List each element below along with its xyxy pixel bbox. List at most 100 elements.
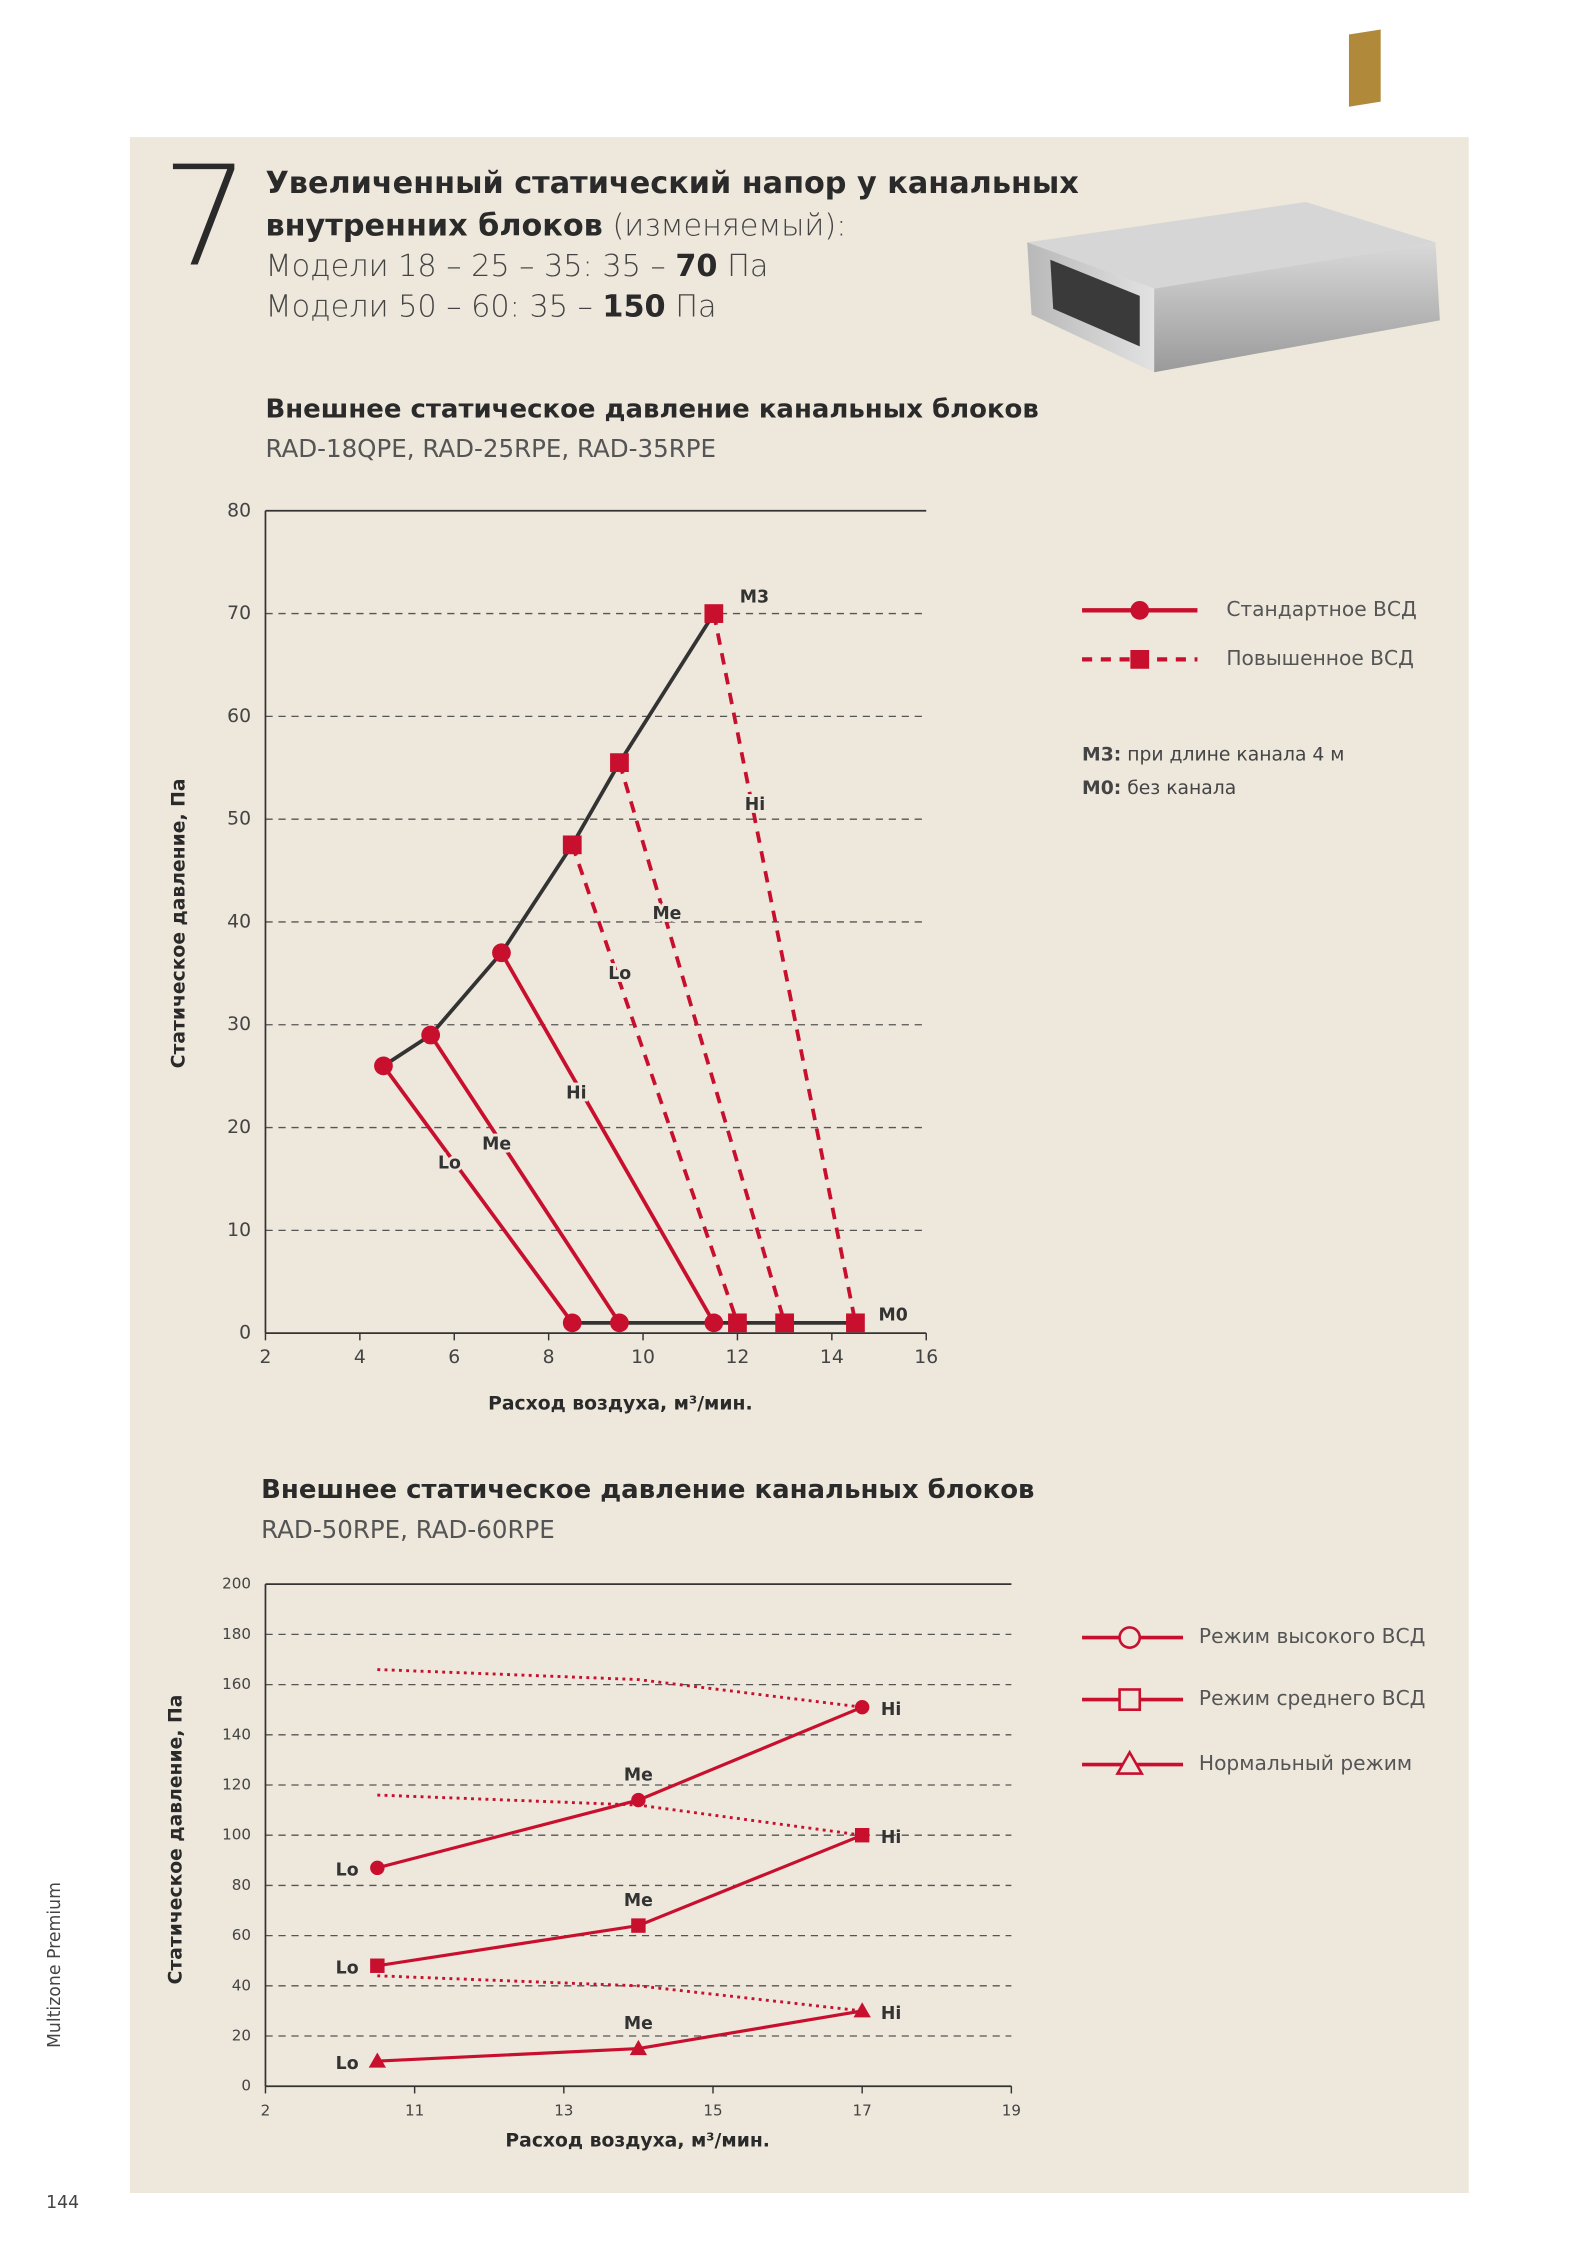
note-key: M0:	[1082, 777, 1121, 798]
point-label: Lo	[336, 1861, 359, 1881]
legend-label: Стандартное ВСД	[1226, 597, 1416, 621]
point-label: Me	[624, 2014, 653, 2034]
annotation: M3	[740, 588, 769, 608]
x-tick-label: 12	[726, 1347, 750, 1368]
y-tick-label: 80	[227, 500, 251, 521]
line-label: Hi	[745, 795, 765, 815]
data-point	[610, 1313, 629, 1333]
series-line	[570, 844, 740, 1324]
product-image	[1027, 29, 1440, 373]
data-point	[610, 753, 629, 773]
line-label: Lo	[608, 964, 631, 984]
line-label: Lo	[438, 1154, 461, 1174]
y-tick-label: 20	[227, 1117, 251, 1138]
legend-label: Режим высокого ВСД	[1199, 1624, 1425, 1648]
x-tick-label: 14	[820, 1347, 844, 1368]
envelope-segment	[499, 843, 574, 954]
x-tick-label: 17	[853, 2101, 872, 2119]
chart-subtitle: RAD-50RPE, RAD-60RPE	[261, 1515, 555, 1544]
panel	[129, 137, 1469, 2194]
y-tick-label: 50	[227, 809, 251, 830]
series-line	[429, 1034, 622, 1324]
x-tick-label: 16	[914, 1347, 938, 1368]
legend-marker	[1130, 600, 1150, 620]
y-tick-label: 200	[222, 1575, 251, 1593]
x-tick-label: 2	[259, 1347, 271, 1368]
point-label: Hi	[881, 2004, 901, 2024]
data-point	[704, 1313, 724, 1333]
x-tick-label: 4	[354, 1347, 366, 1368]
y-tick-label: 30	[227, 1014, 251, 1035]
x-tick-label: 6	[448, 1347, 460, 1368]
y-tick-label: 0	[239, 1323, 251, 1344]
line-label: Me	[482, 1134, 511, 1154]
x-tick-label: 10	[631, 1347, 655, 1368]
line-label: Hi	[566, 1083, 586, 1103]
point-label: Me	[624, 1891, 653, 1911]
note: M3: при длине канала 4 м	[1082, 744, 1344, 765]
data-point	[370, 1958, 385, 1973]
fan-curve	[377, 1668, 863, 1709]
x-axis-label: Расход воздуха, м³/мин.	[488, 1393, 753, 1414]
legend-marker	[1118, 1688, 1142, 1711]
y-tick-label: 10	[227, 1220, 251, 1241]
point-label: Lo	[336, 1959, 359, 1979]
point-label: Hi	[881, 1700, 901, 1720]
y-tick-label: 100	[222, 1826, 251, 1844]
point-label: Hi	[881, 1828, 901, 1848]
data-point	[631, 1918, 646, 1933]
models-text: Модели 50 – 60: 35 –	[265, 289, 592, 324]
page-number: 144	[46, 2193, 79, 2213]
header-title: внутренних блоков (изменяемый):	[265, 208, 846, 243]
data-point	[853, 2002, 871, 2018]
data-point	[562, 835, 582, 855]
y-tick-label: 70	[227, 603, 251, 624]
data-point	[421, 1025, 441, 1045]
data-point	[629, 2039, 648, 2056]
legend-marker	[1130, 650, 1150, 669]
data-point	[370, 1860, 385, 1876]
x-tick-label: 13	[554, 2101, 573, 2119]
y-tick-label: 120	[222, 1776, 251, 1794]
y-tick-label: 40	[227, 911, 251, 932]
fan-curve	[377, 1974, 863, 2013]
legend-label: Повышенное ВСД	[1226, 646, 1414, 670]
note-text: при длине канала 4 м	[1127, 744, 1344, 765]
models-unit: Па	[675, 289, 716, 324]
chart-title: Внешнее статическое давление канальных б…	[265, 394, 1038, 424]
x-tick-label: 15	[703, 2101, 722, 2119]
data-point	[368, 2052, 387, 2068]
series-line	[617, 762, 787, 1324]
chart-title: Внешнее статическое давление канальных б…	[261, 1475, 1034, 1505]
note: M0: без канала	[1082, 777, 1236, 798]
legend-label: Режим среднего ВСД	[1199, 1686, 1426, 1710]
data-point	[775, 1313, 795, 1333]
series-line	[381, 1064, 574, 1324]
section-number: 7	[162, 136, 250, 298]
y-tick-label: 140	[222, 1725, 251, 1743]
y-tick-label: 20	[232, 2027, 251, 2045]
chart-subtitle: RAD-18QPE, RAD-25RPE, RAD-35RPE	[265, 434, 716, 463]
y-tick-label: 40	[232, 1976, 251, 1994]
data-point	[728, 1313, 747, 1333]
y-axis-label: Статическое давление, Па	[168, 779, 189, 1069]
models-unit: Па	[727, 248, 768, 283]
data-point	[854, 1827, 870, 1843]
series-line	[499, 951, 716, 1324]
envelope-segment	[570, 761, 622, 846]
x-tick-label: 2	[261, 2101, 271, 2119]
side-text: Multizone Premium	[45, 1882, 65, 2048]
line-label: Me	[652, 904, 681, 924]
x-tick-label: 11	[405, 2101, 424, 2119]
point-label: Me	[624, 1766, 653, 1786]
data-point	[854, 1699, 870, 1715]
envelope-segment	[617, 612, 716, 764]
legend-marker	[1118, 1626, 1142, 1649]
header-models: Модели 50 – 60: 35 – 150 Па	[265, 289, 716, 324]
note-text: без канала	[1127, 777, 1236, 798]
y-tick-label: 160	[222, 1675, 251, 1693]
models-max: 150	[602, 289, 665, 324]
data-point	[492, 943, 511, 963]
